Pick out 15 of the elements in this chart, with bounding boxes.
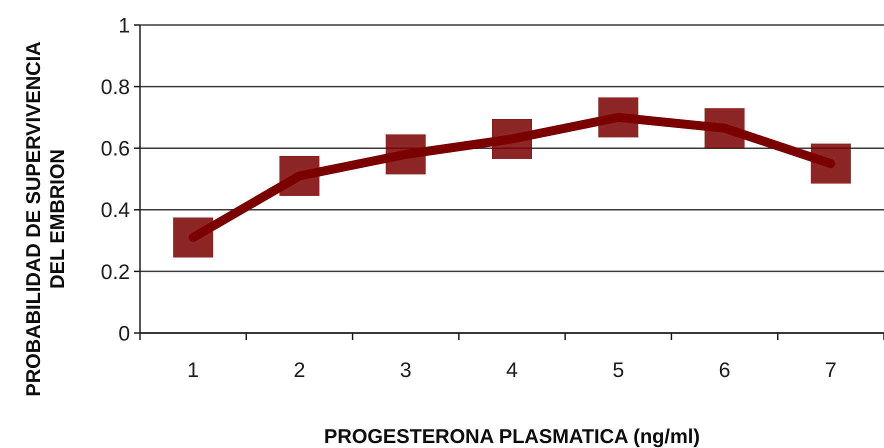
x-tick-label: 4 xyxy=(506,359,518,382)
y-tick-label: 0 xyxy=(118,322,130,346)
y-tick-label: 0.4 xyxy=(100,199,130,222)
x-tick-label: 5 xyxy=(612,359,624,382)
x-axis-title: PROGESTERONA PLASMATICA (ng/ml) xyxy=(324,426,700,448)
x-tick-label: 2 xyxy=(294,359,306,382)
y-tick-label: 1 xyxy=(118,14,130,38)
y-tick-label: 0.2 xyxy=(100,260,130,284)
x-tick-label: 1 xyxy=(187,359,199,382)
x-tick-label: 7 xyxy=(825,359,837,382)
y-axis-title: PROBABILIDAD DE SUPERVIVENCIA DEL EMBRION xyxy=(23,41,69,397)
x-tick-label: 3 xyxy=(400,359,412,382)
y-tick-label: 0.6 xyxy=(100,138,130,161)
x-tick-label: 6 xyxy=(718,359,730,382)
y-tick-label: 0.8 xyxy=(100,76,130,99)
